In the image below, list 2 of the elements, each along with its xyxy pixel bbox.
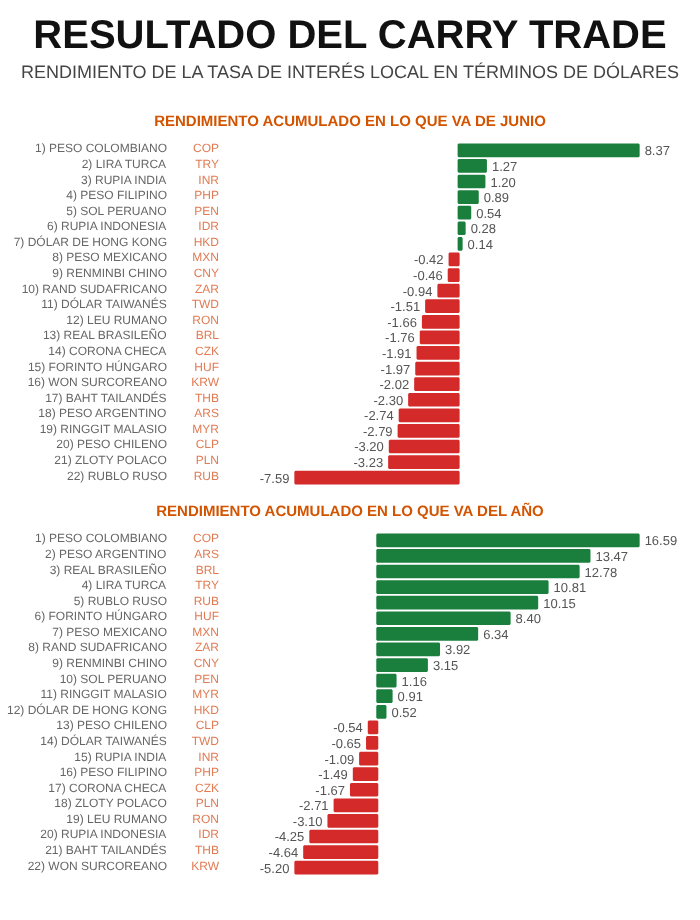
chart-title: RESULTADO DEL CARRY TRADE [33, 12, 667, 62]
chart-subtitle: RENDIMIENTO DE LA TASA DE INTERÉS LOCAL EN TÉRMINOS DE DÓLARES [20, 60, 680, 86]
